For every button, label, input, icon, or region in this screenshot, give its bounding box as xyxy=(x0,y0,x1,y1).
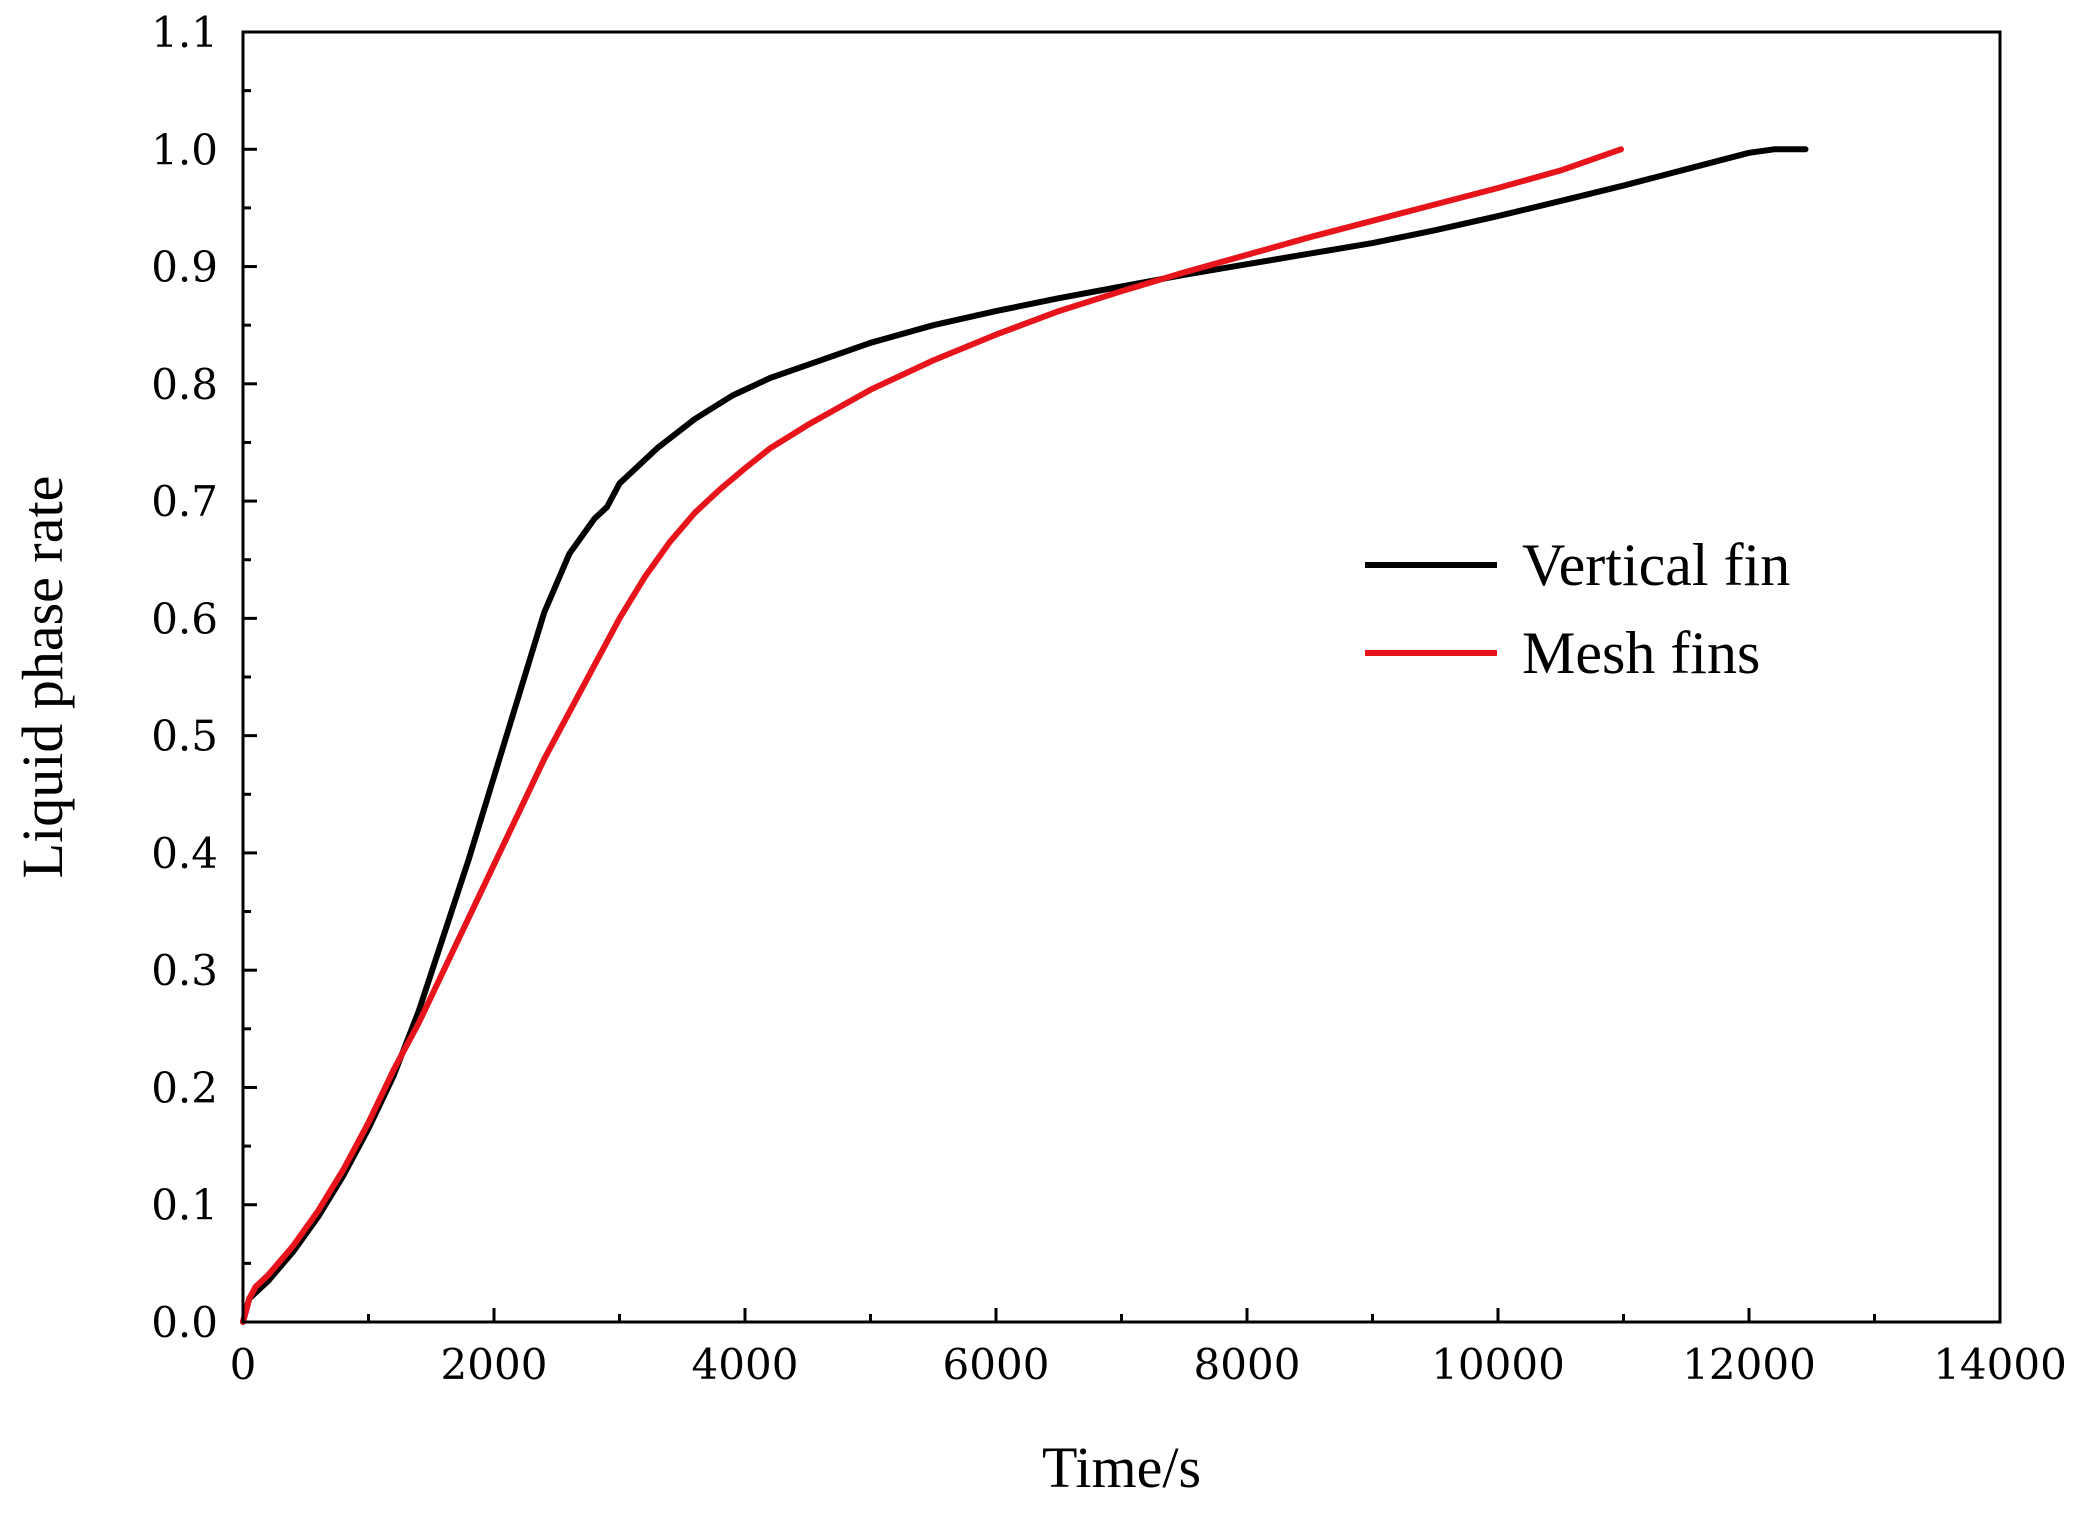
x-tick-label: 6000 xyxy=(943,1340,1050,1389)
y-tick-label: 0.5 xyxy=(151,712,218,761)
y-tick-label: 0.6 xyxy=(151,594,218,643)
x-axis-label: Time/s xyxy=(1042,1435,1201,1500)
legend-label: Vertical fin xyxy=(1522,532,1790,598)
y-tick-label: 0.0 xyxy=(151,1298,218,1347)
y-tick-label: 0.9 xyxy=(151,243,218,292)
x-tick-label: 0 xyxy=(230,1340,257,1389)
series-lines xyxy=(240,146,1809,1325)
x-tick-label: 14000 xyxy=(1933,1340,2067,1389)
x-tick-label: 8000 xyxy=(1194,1340,1301,1389)
y-axis-label: Liquid phase rate xyxy=(10,476,75,879)
x-tick-label: 12000 xyxy=(1682,1340,1816,1389)
y-tick-label: 0.1 xyxy=(151,1181,218,1230)
x-tick-label: 4000 xyxy=(692,1340,799,1389)
y-tick-label: 0.7 xyxy=(151,477,218,526)
y-tick-label: 0.3 xyxy=(151,946,218,995)
y-tick-label: 0.2 xyxy=(151,1063,218,1112)
y-tick-label: 0.8 xyxy=(151,360,218,409)
legend: Vertical fin Mesh fins xyxy=(1365,532,1790,686)
legend-label: Mesh fins xyxy=(1522,620,1760,686)
y-tick-label: 1.1 xyxy=(151,8,218,57)
y-tick-label: 1.0 xyxy=(151,125,218,174)
plot-frame xyxy=(241,30,2002,1324)
series-line-mesh-fins xyxy=(240,146,1624,1325)
x-tick-label: 10000 xyxy=(1431,1340,1565,1389)
y-tick-label: 0.4 xyxy=(151,829,218,878)
x-tick-label: 2000 xyxy=(441,1340,548,1389)
tick-labels: 0 2000 4000 6000 8000 10000 12000 14000 0.0 0.1 0.… xyxy=(151,8,2067,1389)
